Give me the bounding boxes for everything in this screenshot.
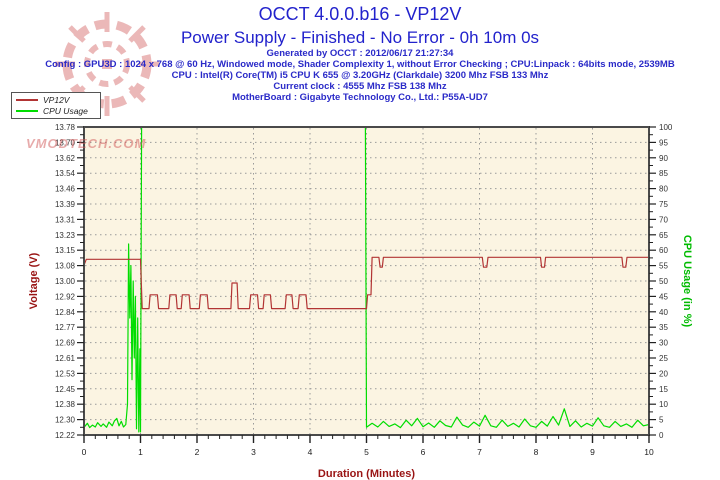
- svg-text:65: 65: [659, 231, 668, 240]
- legend-label-vp12v: VP12V: [43, 95, 70, 106]
- svg-text:5: 5: [364, 447, 369, 457]
- legend: VP12V CPU Usage: [11, 92, 101, 119]
- svg-text:50: 50: [659, 277, 668, 286]
- generated-by-line: Generated by OCCT : 2012/06/17 21:27:34: [266, 48, 454, 59]
- config-line: Config : GPU3D : 1024 x 768 @ 60 Hz, Win…: [45, 59, 675, 70]
- svg-text:70: 70: [659, 215, 668, 224]
- svg-text:12.38: 12.38: [55, 400, 76, 409]
- svg-text:10: 10: [644, 447, 654, 457]
- svg-text:13.31: 13.31: [55, 215, 76, 224]
- svg-text:13.08: 13.08: [55, 262, 76, 271]
- svg-text:12.53: 12.53: [55, 369, 76, 378]
- svg-text:4: 4: [308, 447, 313, 457]
- svg-text:12.77: 12.77: [55, 323, 76, 332]
- svg-text:15: 15: [659, 385, 668, 394]
- svg-text:75: 75: [659, 200, 668, 209]
- legend-item-vp12v: VP12V: [16, 95, 96, 105]
- svg-text:25: 25: [659, 354, 668, 363]
- svg-text:5: 5: [659, 416, 664, 425]
- svg-text:12.45: 12.45: [55, 385, 76, 394]
- motherboard-line: MotherBoard : Gigabyte Technology Co., L…: [232, 92, 488, 103]
- svg-text:13.46: 13.46: [55, 185, 76, 194]
- svg-text:12.30: 12.30: [55, 416, 76, 425]
- svg-text:Duration (Minutes): Duration (Minutes): [318, 468, 415, 480]
- report-title: OCCT 4.0.0.b16 - VP12V: [258, 4, 462, 24]
- voltage-cpu-usage-chart: 13.78 13.70 13.62 13.54 13.46 13.39 13.31 13.23…: [28, 123, 693, 480]
- svg-text:12.92: 12.92: [55, 292, 76, 301]
- svg-text:12.69: 12.69: [55, 339, 76, 348]
- svg-text:13.78: 13.78: [55, 123, 76, 132]
- svg-text:80: 80: [659, 185, 668, 194]
- cpu-line: CPU : Intel(R) Core(TM) i5 CPU K 655 @ 3…: [171, 70, 549, 81]
- svg-text:100: 100: [659, 123, 673, 132]
- svg-text:95: 95: [659, 138, 668, 147]
- svg-text:60: 60: [659, 246, 668, 255]
- report-subtitle: Power Supply - Finished - No Error - 0h …: [180, 28, 540, 47]
- svg-text:9: 9: [590, 447, 595, 457]
- svg-text:CPU Usage (in %): CPU Usage (in %): [681, 235, 693, 328]
- svg-text:30: 30: [659, 339, 668, 348]
- svg-text:13.62: 13.62: [55, 154, 76, 163]
- svg-text:13.39: 13.39: [55, 200, 76, 209]
- vmodtech-watermark-text: VMODTECH.COM: [26, 136, 147, 151]
- svg-text:55: 55: [659, 262, 668, 271]
- svg-text:40: 40: [659, 308, 668, 317]
- svg-text:1: 1: [138, 447, 143, 457]
- svg-text:Voltage (V): Voltage (V): [28, 252, 40, 309]
- svg-text:0: 0: [82, 447, 87, 457]
- svg-text:13.54: 13.54: [55, 169, 76, 178]
- svg-text:12.22: 12.22: [55, 431, 76, 440]
- legend-label-cpu-usage: CPU Usage: [43, 105, 88, 116]
- chart-area: 13.78 13.70 13.62 13.54 13.46 13.39 13.31 13.23…: [0, 120, 720, 480]
- svg-text:20: 20: [659, 369, 668, 378]
- svg-text:13.00: 13.00: [55, 277, 76, 286]
- svg-text:10: 10: [659, 400, 668, 409]
- svg-text:0: 0: [659, 431, 664, 440]
- svg-text:13.15: 13.15: [55, 246, 76, 255]
- svg-text:7: 7: [477, 447, 482, 457]
- svg-text:12.84: 12.84: [55, 308, 76, 317]
- cpu-usage-line-swatch: [16, 109, 38, 112]
- svg-text:13.23: 13.23: [55, 231, 76, 240]
- svg-text:3: 3: [251, 447, 256, 457]
- svg-text:90: 90: [659, 154, 668, 163]
- current-clock-line: Current clock : 4555 Mhz FSB 138 Mhz: [273, 81, 447, 92]
- svg-text:45: 45: [659, 292, 668, 301]
- svg-text:12.61: 12.61: [55, 354, 76, 363]
- svg-text:2: 2: [195, 447, 200, 457]
- legend-item-cpu-usage: CPU Usage: [16, 106, 96, 116]
- svg-text:6: 6: [421, 447, 426, 457]
- svg-text:13.70: 13.70: [55, 138, 76, 147]
- svg-text:35: 35: [659, 323, 668, 332]
- vp12v-line-swatch: [16, 99, 38, 102]
- report-header: OCCT 4.0.0.b16 - VP12V Power Supply - Fi…: [0, 0, 720, 103]
- svg-text:85: 85: [659, 169, 668, 178]
- svg-text:8: 8: [534, 447, 539, 457]
